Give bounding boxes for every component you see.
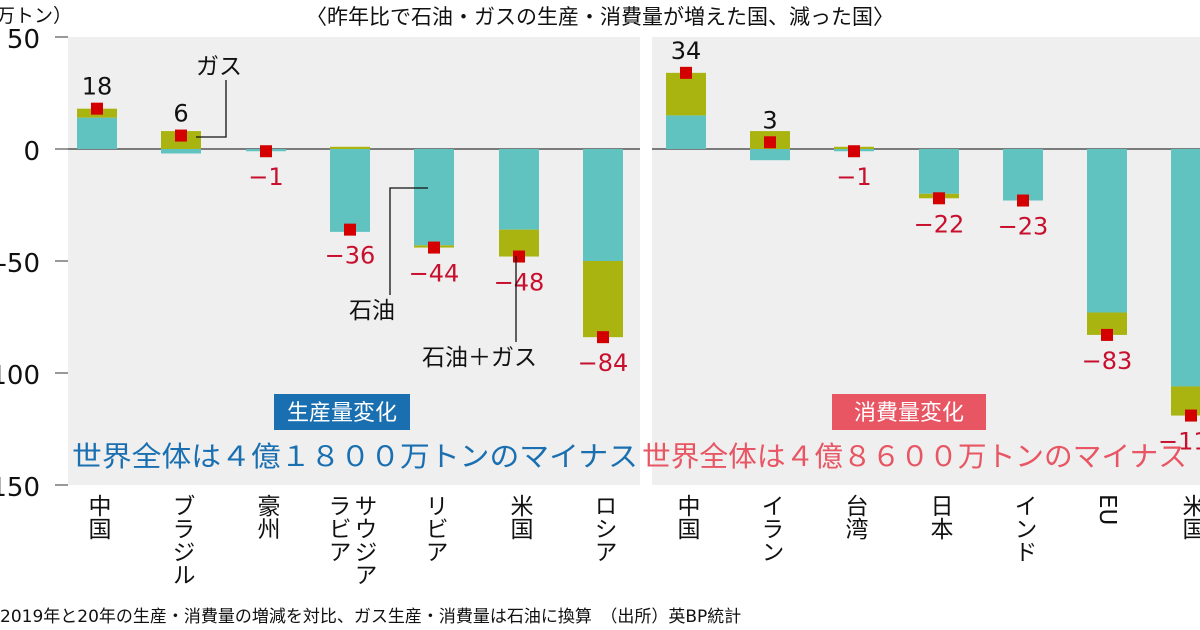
category-label: ブラジル — [168, 494, 194, 586]
category-label: 中国 — [84, 494, 110, 540]
oil-annotation: 石油 — [349, 298, 395, 324]
total-annotation: 石油＋ガス — [422, 345, 537, 371]
category-label: ロシア — [590, 494, 616, 563]
category-label: イラン — [757, 494, 783, 563]
production-label-box — [274, 394, 410, 430]
total-marker — [848, 145, 860, 158]
oil-bar — [919, 149, 959, 194]
total-label: −44 — [409, 260, 460, 288]
category-label: インド — [1010, 494, 1036, 563]
oil-bar — [583, 149, 623, 261]
oil-bar — [1003, 149, 1043, 201]
total-label: −1 — [248, 163, 283, 191]
total-marker — [175, 129, 187, 142]
oil-bar — [330, 149, 370, 232]
total-marker — [1017, 194, 1029, 207]
total-marker — [428, 241, 440, 254]
total-label: 6 — [173, 100, 188, 128]
category-label: 米国 — [506, 494, 532, 540]
gas-bar — [666, 72, 706, 116]
category-label: EU — [1094, 494, 1120, 526]
total-marker — [1101, 328, 1113, 341]
oil-bar — [499, 149, 539, 230]
consumption-label-box — [832, 394, 986, 430]
consumption-summary: 世界全体は４億８６００万トンのマイナス — [642, 440, 1187, 473]
oil-bar — [1171, 149, 1200, 387]
total-marker — [933, 192, 945, 205]
total-label: −84 — [578, 349, 629, 377]
y-tick-label: -150 — [0, 473, 40, 503]
total-marker — [680, 66, 692, 79]
oil-bar — [414, 149, 454, 246]
category-label: リビア — [421, 494, 447, 563]
total-label: −23 — [998, 213, 1049, 241]
consumption-label: 消費量変化 — [854, 401, 964, 426]
total-label: −36 — [325, 242, 376, 270]
total-label: −83 — [1082, 347, 1133, 375]
chart-title: 〈昨年比で石油・ガスの生産・消費量が増えた国、減った国〉 — [306, 5, 894, 29]
total-label: 18 — [82, 73, 113, 101]
category-label: サウジアラビア — [324, 494, 376, 586]
oil-bar — [1087, 149, 1127, 313]
oil-bar — [161, 149, 201, 154]
total-marker — [344, 223, 356, 236]
total-marker — [260, 145, 272, 158]
y-tick-label: -100 — [0, 361, 40, 391]
category-label: 米国 — [1178, 494, 1200, 540]
gas-bar — [330, 146, 370, 149]
y-tick-label: 50 — [7, 25, 40, 55]
total-label: −22 — [914, 210, 965, 238]
total-marker — [764, 136, 776, 149]
footnote: 2019年と20年の生産・消費量の増減を対比、ガス生産・消費量は石油に換算 （出… — [0, 607, 741, 627]
category-label: 中国 — [673, 494, 699, 540]
gas-bar — [1087, 312, 1127, 335]
total-label: −48 — [494, 269, 545, 297]
total-label: 3 — [762, 106, 777, 134]
total-marker — [513, 250, 525, 263]
production-summary: 世界全体は４億１８００万トンのマイナス — [72, 440, 638, 473]
production-label: 生産量変化 — [287, 401, 397, 426]
oil-bar — [77, 117, 117, 149]
gas-annotation: ガス — [196, 54, 242, 80]
total-marker — [597, 331, 609, 344]
total-label: 34 — [671, 37, 702, 65]
total-label: −1 — [836, 163, 871, 191]
gas-leader — [196, 80, 227, 138]
total-marker — [1185, 409, 1197, 422]
oil-leader — [389, 187, 428, 295]
oil-bar — [666, 115, 706, 149]
oil-bar — [750, 149, 790, 161]
gas-bar — [583, 261, 623, 338]
category-label: 日本 — [926, 494, 952, 540]
total-label: −119 — [1158, 428, 1200, 456]
total-marker — [91, 102, 103, 115]
category-label: 台湾 — [841, 494, 867, 540]
category-label: 豪州 — [253, 494, 279, 540]
y-tick-label: -50 — [0, 249, 40, 279]
y-tick-label: 0 — [23, 137, 40, 167]
y-unit: 万トン） — [0, 5, 72, 27]
